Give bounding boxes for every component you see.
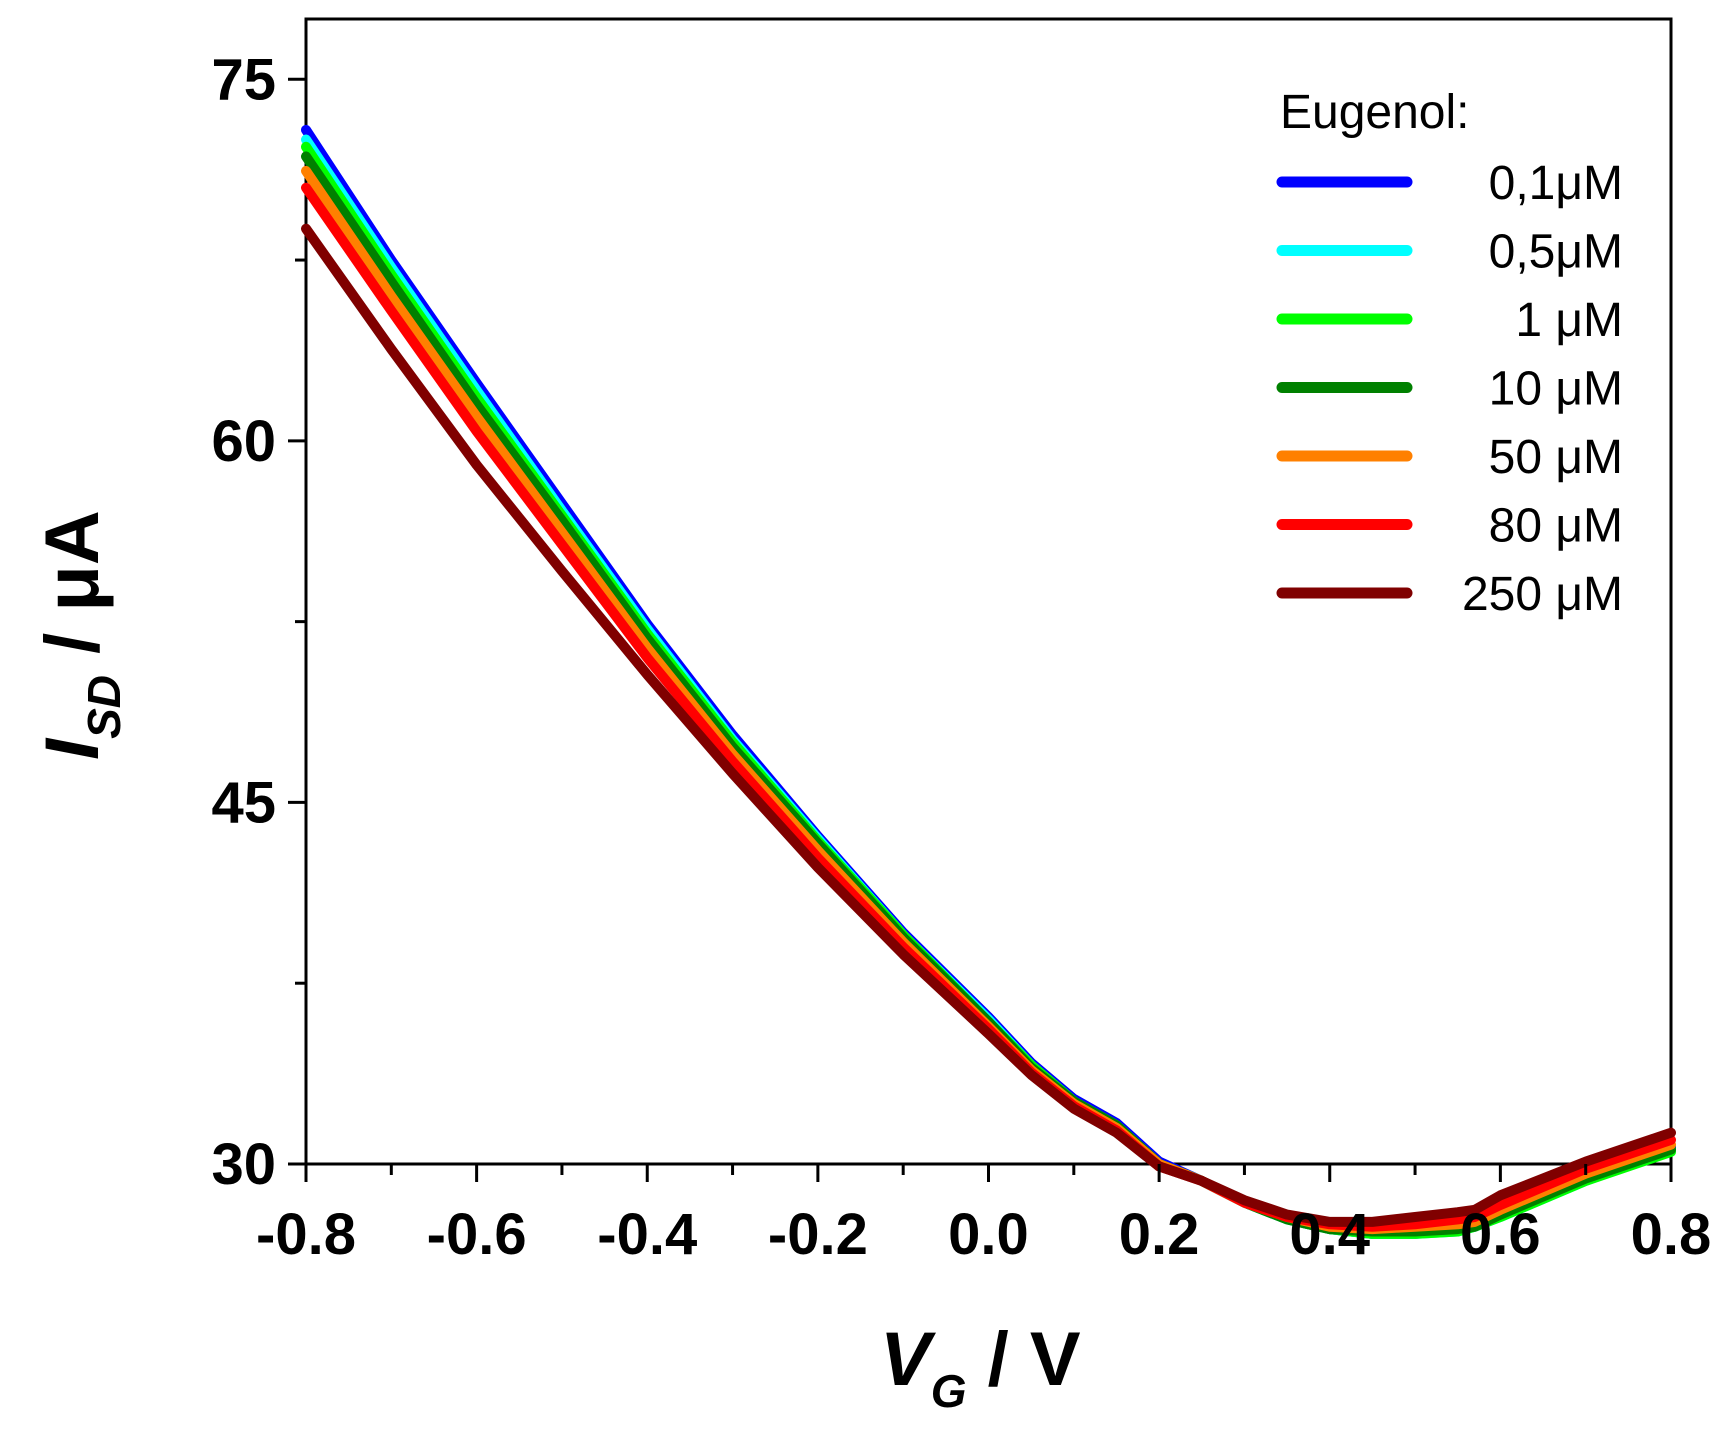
y-axis-title-unit: / μA [30,510,115,675]
x-axis-title-unit: / V [966,1317,1080,1402]
x-tick-label: -0.4 [597,1202,697,1267]
y-axis-title-main: I [30,737,115,760]
y-tick-label: 45 [211,770,276,835]
legend-items: 0,1μM 0,5μM 1 μM 10 μM 50 μM 80 μM 250 μM [1276,157,1623,621]
x-tick-label: -0.8 [256,1202,356,1267]
x-axis: -0.8 -0.6 -0.4 -0.2 0.0 0.2 0.4 0.6 0.8 [256,1164,1711,1267]
legend-label: 0,5μM [1489,226,1623,279]
y-tick-label: 75 [211,47,276,112]
x-tick-label: 0.2 [1119,1202,1200,1267]
y-axis: 30 45 60 75 [211,47,306,1197]
legend-label: 250 μM [1462,568,1623,621]
x-axis-title: VG / V [880,1317,1081,1417]
x-tick-label: 0.4 [1289,1202,1370,1267]
y-axis-title-subscript: SD [78,675,130,739]
legend-label: 10 μM [1489,363,1623,416]
legend-label: 1 μM [1515,294,1623,347]
series-line [301,223,1676,1227]
y-axis-title: ISD / μA [30,510,130,760]
legend-label: 0,1μM [1489,157,1623,210]
series-layer [301,124,1676,1239]
x-axis-title-subscript: G [931,1365,967,1417]
y-tick-label: 30 [211,1132,276,1197]
legend: Eugenol: 0,1μM 0,5μM 1 μM 10 μM 50 μM 80 μM 25… [1276,86,1623,621]
x-tick-label: -0.2 [768,1202,868,1267]
x-tick-label: 0.6 [1460,1202,1541,1267]
legend-title: Eugenol: [1280,86,1470,139]
y-tick-label: 60 [211,409,276,474]
x-tick-label: -0.6 [427,1202,527,1267]
legend-label: 80 μM [1489,500,1623,553]
x-tick-label: 0.0 [948,1202,1029,1267]
x-tick-label: 0.8 [1631,1202,1712,1267]
legend-label: 50 μM [1489,431,1623,484]
plot-frame [304,17,1673,1166]
x-axis-title-main: V [880,1317,936,1402]
plot-area [301,17,1676,1239]
